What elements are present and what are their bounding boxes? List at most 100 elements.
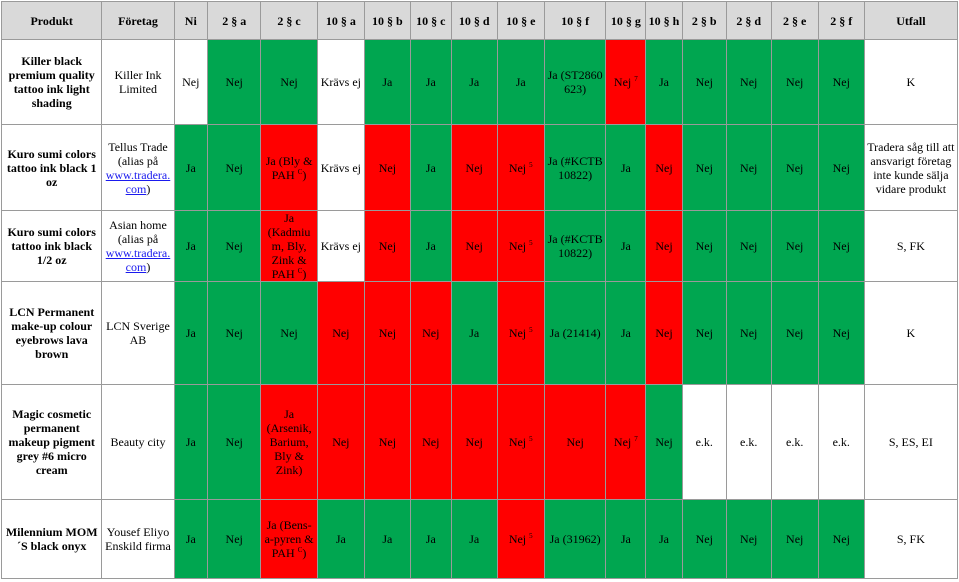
status-cell: Nej — [725, 124, 772, 211]
column-header: 2 § d — [725, 1, 772, 40]
status-text: Ja (Arsenik, Barium, Bly & Zink) — [266, 407, 312, 477]
status-text: Ja — [382, 75, 393, 89]
status-text: Nej — [786, 75, 804, 89]
status-text: Nej — [832, 326, 850, 340]
product-cell: Kuro sumi colors tattoo ink black 1 oz — [0, 124, 103, 211]
product-cell: Milennium MOM´S black onyx — [0, 499, 103, 579]
status-cell: Ja — [173, 384, 209, 500]
status-cell: Nej — [207, 39, 262, 125]
footnote-marker: 5 — [529, 435, 533, 443]
status-text: e.k. — [786, 435, 804, 449]
status-text: Nej — [695, 75, 713, 89]
status-text: Nej — [655, 239, 673, 253]
status-text: Ja (31962) — [549, 532, 601, 546]
footnote-marker: 5 — [529, 160, 533, 169]
product-cell: Killer black premium quality tattoo ink … — [0, 39, 103, 125]
status-text: Nej — [566, 435, 584, 449]
status-cell: Nej 7 — [605, 39, 647, 125]
status-cell: Nej — [450, 384, 498, 500]
status-text: Nej — [655, 435, 673, 449]
status-text: Ja (#KCTB 10822) — [547, 232, 603, 260]
status-text: Nej — [378, 435, 397, 449]
column-header: 10 § f — [543, 1, 607, 40]
status-cell: e.k. — [770, 384, 819, 500]
status-cell: Nej — [260, 39, 318, 125]
status-cell: Nej — [725, 210, 772, 282]
status-cell: Nej — [207, 210, 262, 282]
status-text: Nej — [740, 239, 758, 253]
status-cell: Nej — [681, 210, 727, 282]
status-cell: Nej — [363, 210, 411, 282]
status-text: Nej — [378, 326, 397, 340]
status-text: Nej — [508, 532, 527, 546]
status-cell: Ja — [605, 499, 647, 579]
status-cell: Ja — [173, 124, 209, 211]
status-text: Ja — [425, 160, 436, 175]
status-cell: Nej 7 — [605, 384, 647, 500]
status-text: Nej — [225, 532, 243, 546]
status-text: Nej — [280, 75, 298, 89]
status-cell: Nej — [363, 124, 411, 211]
column-header: 2 § b — [681, 1, 727, 40]
status-cell: Nej — [770, 210, 819, 282]
status-text: Ja — [185, 326, 196, 340]
table-row: Milennium MOM´S black onyx Yousef Eliyo E… — [0, 499, 959, 579]
status-text: Nej — [695, 160, 713, 175]
status-text: Ja — [185, 532, 196, 546]
status-cell: Krävs ej — [316, 39, 365, 125]
status-text: Ja — [469, 532, 480, 546]
status-cell: Ja — [645, 499, 683, 579]
status-cell: Ja — [173, 281, 209, 385]
status-cell: e.k. — [817, 384, 865, 500]
status-text: Ja — [382, 532, 393, 546]
status-text: Ja (Bens-a-pyren & PAH — [264, 518, 314, 560]
status-text: Krävs ej — [320, 75, 362, 89]
company-suffix: ) — [146, 260, 151, 274]
status-cell: Ja — [316, 499, 365, 579]
product-cell: LCN Permanent make-up colour eyebrows la… — [0, 281, 103, 385]
status-cell: Ja (Bens-a-pyren & PAH C) — [260, 499, 318, 579]
status-cell: Nej — [543, 384, 607, 500]
status-text-suffix: ) — [302, 546, 307, 560]
status-text: Nej — [422, 435, 440, 449]
status-text: Nej — [786, 239, 804, 253]
company-name: Tellus Trade (alias på — [108, 139, 168, 168]
column-header: Utfall — [863, 1, 959, 40]
company-link[interactable]: www.tradera.com — [105, 167, 171, 196]
status-cell: Nej — [770, 281, 819, 385]
footnote-marker: C — [297, 267, 303, 275]
column-header: 2 § c — [260, 1, 318, 40]
status-cell: Nej — [681, 281, 727, 385]
status-cell: Ja — [363, 499, 411, 579]
footnote-marker: C — [297, 167, 303, 176]
status-cell: Ja — [450, 281, 498, 385]
company-link[interactable]: www.tradera.com — [105, 246, 171, 274]
company-suffix: ) — [146, 181, 151, 196]
status-text: Nej — [655, 160, 673, 175]
status-text: Ja — [469, 326, 480, 340]
status-text: Nej — [332, 435, 350, 449]
outcome-cell: Tradera såg till att ansvarigt företag i… — [863, 124, 959, 211]
status-cell: Ja — [409, 210, 452, 282]
status-text: Ja — [620, 160, 631, 175]
outcome-cell: S, FK — [863, 499, 959, 579]
status-cell: Ja (#KCTB 10822) — [543, 210, 607, 282]
status-text: Nej — [225, 239, 243, 253]
column-header: 2 § f — [817, 1, 865, 40]
outcome-cell: K — [863, 281, 959, 385]
product-cell: Kuro sumi colors tattoo ink black 1/2 oz — [0, 210, 103, 282]
status-cell: Nej — [450, 124, 498, 211]
status-cell: Ja (31962) — [543, 499, 607, 579]
status-text: Ja — [335, 532, 346, 546]
status-cell: Nej — [725, 281, 772, 385]
company-cell: LCN Sverige AB — [101, 281, 175, 385]
status-text: Ja (Bly & PAH — [265, 153, 313, 182]
status-text: Nej — [740, 326, 758, 340]
status-cell: Ja — [605, 281, 647, 385]
footnote-marker: 5 — [529, 239, 533, 247]
status-text: Nej — [695, 239, 713, 253]
status-text: Nej — [655, 326, 673, 340]
status-text: Nej — [508, 326, 527, 340]
status-text: Ja (#KCTB 10822) — [547, 153, 603, 182]
outcome-cell: S, FK — [863, 210, 959, 282]
